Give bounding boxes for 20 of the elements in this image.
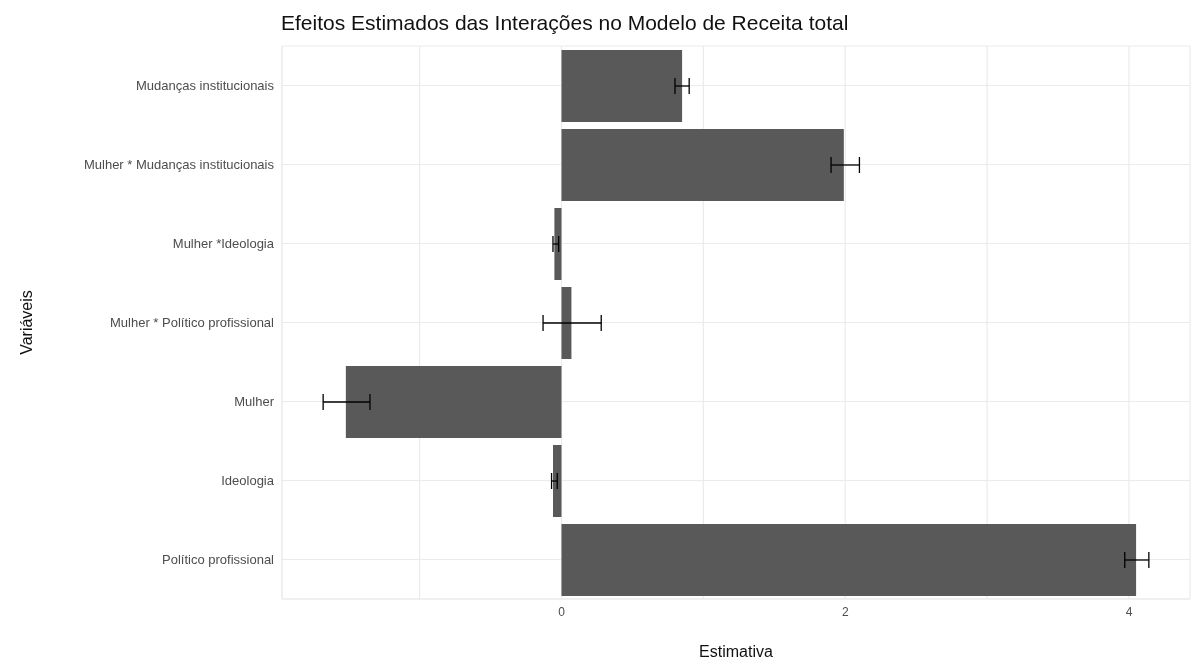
bar: [552, 445, 562, 517]
y-tick-label: Ideologia: [221, 473, 275, 489]
y-tick-label: Mulher: [234, 394, 275, 410]
bar: [561, 287, 572, 359]
bar: [554, 208, 562, 280]
bar: [345, 366, 562, 438]
x-tick-label: 2: [841, 604, 849, 619]
x-tick-label: 4: [1125, 604, 1133, 619]
bar: [561, 50, 683, 122]
y-tick-label: Mulher * Político profissional: [109, 315, 275, 331]
y-tick-label: Mulher * Mudanças institucionais: [83, 157, 275, 173]
chart-title: Efeitos Estimados das Interações no Modelo de Receita total: [280, 10, 850, 36]
x-axis-title: Estimativa: [699, 643, 773, 660]
x-tick-label: 0: [558, 604, 566, 619]
y-axis-title: Variáveis: [17, 290, 35, 355]
y-tick-label: Político profissional: [162, 552, 275, 568]
y-tick-label: Mulher *Ideologia: [172, 236, 275, 252]
bar: [561, 524, 1137, 596]
y-tick-label: Mudanças institucionais: [135, 78, 275, 94]
bar: [561, 129, 844, 201]
